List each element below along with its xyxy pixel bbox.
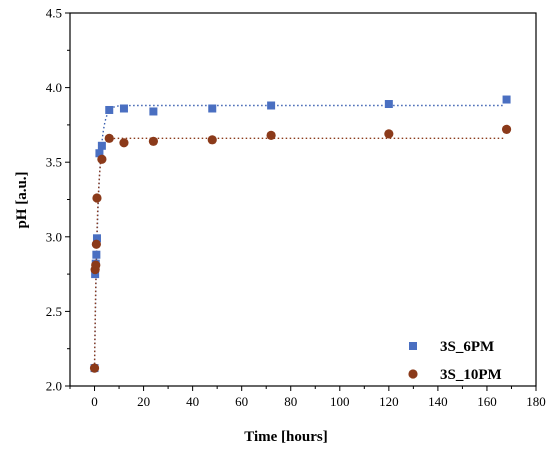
data-point-square bbox=[502, 95, 511, 104]
data-points bbox=[89, 95, 512, 373]
fit-curve-3s_10pm bbox=[93, 137, 505, 369]
y-axis-ticks: 2.0 2.5 3.0 3.5 4.0 4.5 bbox=[46, 6, 70, 394]
legend-label: 3S_6PM bbox=[440, 339, 494, 355]
fit-curves bbox=[93, 104, 505, 369]
y-tick-label: 4.0 bbox=[46, 80, 62, 95]
x-tick-label: 180 bbox=[526, 394, 546, 409]
y-tick-label: 2.0 bbox=[46, 379, 62, 394]
x-axis-ticks: 0 20 40 60 80 100 120 140 160 180 bbox=[69, 386, 546, 409]
data-point-square bbox=[149, 107, 158, 116]
y-tick-label: 2.5 bbox=[46, 304, 62, 319]
x-tick-label: 100 bbox=[330, 394, 350, 409]
data-point-circle bbox=[384, 129, 394, 139]
legend-marker-square bbox=[409, 342, 417, 350]
legend-label: 3S_10PM bbox=[440, 367, 502, 383]
data-point-square bbox=[119, 104, 128, 113]
legend: 3S_6PM 3S_10PM bbox=[408, 339, 502, 383]
data-point-circle bbox=[148, 136, 158, 146]
data-point-square bbox=[92, 250, 101, 259]
data-point-square bbox=[95, 149, 104, 158]
data-point-circle bbox=[91, 260, 101, 270]
plot-frame bbox=[69, 12, 537, 387]
data-point-circle bbox=[91, 239, 101, 249]
data-point-circle bbox=[92, 193, 102, 203]
y-tick-label: 3.5 bbox=[46, 155, 62, 170]
data-point-circle bbox=[119, 138, 129, 148]
x-tick-label: 120 bbox=[379, 394, 399, 409]
x-tick-label: 140 bbox=[428, 394, 448, 409]
data-point-square bbox=[97, 141, 106, 150]
data-point-square bbox=[384, 100, 393, 109]
legend-marker-circle bbox=[408, 369, 418, 379]
x-tick-label: 60 bbox=[235, 394, 248, 409]
x-tick-label: 20 bbox=[137, 394, 150, 409]
data-point-circle bbox=[89, 363, 100, 373]
data-point-circle bbox=[501, 124, 512, 134]
y-axis-title: pH [a.u.] bbox=[14, 171, 30, 228]
x-tick-label: 160 bbox=[477, 394, 497, 409]
x-axis-title: Time [hours] bbox=[244, 429, 327, 445]
data-point-circle bbox=[97, 154, 107, 164]
data-point-square bbox=[208, 104, 217, 113]
y-tick-label: 3.0 bbox=[46, 229, 62, 244]
data-point-square bbox=[92, 234, 101, 243]
x-tick-label: 40 bbox=[186, 394, 199, 409]
y-tick-label: 4.5 bbox=[46, 6, 62, 21]
data-point-square bbox=[105, 105, 114, 114]
data-point-circle bbox=[207, 135, 217, 145]
data-point-circle bbox=[104, 133, 114, 143]
data-point-circle bbox=[266, 130, 276, 140]
x-tick-label: 80 bbox=[284, 394, 297, 409]
x-tick-label: 0 bbox=[91, 394, 98, 409]
data-point-square bbox=[267, 101, 276, 110]
